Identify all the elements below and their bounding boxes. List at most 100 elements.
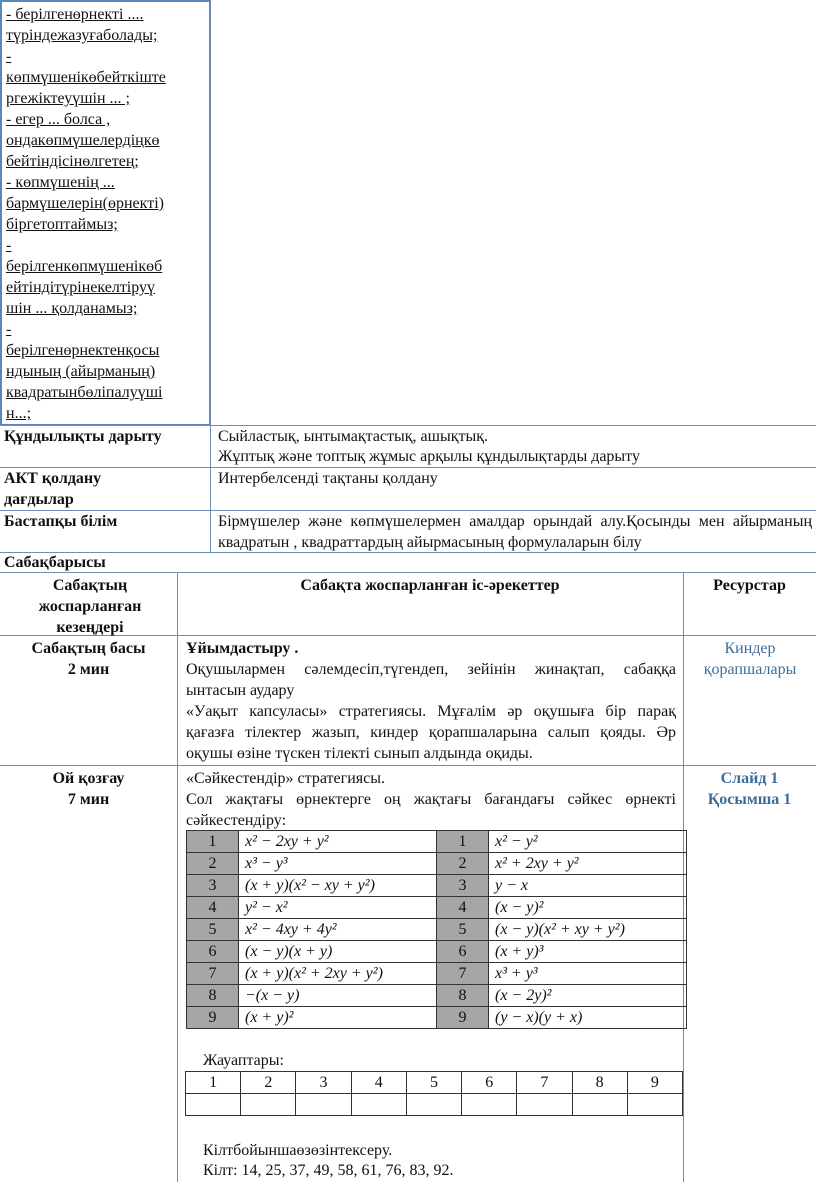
objective-line: берілгенкөпмүшенікөб bbox=[6, 258, 163, 275]
stage1-resource: Киндер қорапшалары bbox=[703, 640, 797, 678]
stage1-time: 2 мин bbox=[67, 661, 110, 678]
objective-line: ргежіктеуүшін ... ; bbox=[6, 90, 130, 107]
right-expression: x² + 2xy + y² bbox=[488, 852, 687, 875]
lesson-flow-heading: Сабақбарысы bbox=[4, 554, 106, 571]
objective-line: бейтіндісінөлгетең; bbox=[6, 153, 139, 170]
right-number: 1 bbox=[436, 830, 489, 853]
resources-header: Ресурстар bbox=[713, 577, 786, 594]
matching-row: 8 −(x − y) 8 (x − 2y)² bbox=[186, 984, 687, 1007]
right-expression: (x − 2y)² bbox=[488, 984, 687, 1007]
left-number: 2 bbox=[186, 852, 239, 875]
right-expression: x³ + y³ bbox=[488, 962, 687, 985]
answer-cell[interactable] bbox=[240, 1093, 297, 1116]
left-expression: (x − y)(x + y) bbox=[238, 940, 437, 963]
left-number: 1 bbox=[186, 830, 239, 853]
stage2-title: «Сәйкестендір» стратегиясы. bbox=[186, 770, 385, 787]
matching-row: 4 y² − x² 4 (x − y)² bbox=[186, 896, 687, 919]
objective-line: - bbox=[6, 237, 12, 254]
answer-cell[interactable] bbox=[516, 1093, 573, 1116]
left-number: 6 bbox=[186, 940, 239, 963]
values-line1: Сыйластық, ынтымақтастық, ашықтық. bbox=[218, 428, 488, 445]
stages-header: Сабақтың жоспарланған кезеңдері bbox=[38, 577, 142, 636]
left-expression: (x + y)(x² − xy + y²) bbox=[238, 874, 437, 897]
matching-row: 3 (x + y)(x² − xy + y²) 3 y − x bbox=[186, 874, 687, 897]
right-expression: (x + y)³ bbox=[488, 940, 687, 963]
objective-line: - bbox=[6, 48, 12, 65]
matching-row: 7 (x + y)(x² + 2xy + y²) 7 x³ + y³ bbox=[186, 962, 687, 985]
right-expression: (y − x)(y + x) bbox=[488, 1006, 687, 1029]
answer-number: 9 bbox=[626, 1071, 684, 1094]
stage1-p2: «Уақыт капсуласы» стратегиясы. Мұғалім ә… bbox=[186, 703, 676, 762]
answer-number: 4 bbox=[350, 1071, 407, 1094]
stage1-p1: Оқушылармен сәлемдесіп,түгендеп, зейінін… bbox=[186, 661, 676, 699]
right-number: 3 bbox=[436, 874, 489, 897]
stage1-name: Сабақтың басы bbox=[31, 640, 146, 657]
answer-cell[interactable] bbox=[405, 1093, 463, 1116]
activities-header: Сабақта жоспарланған іс-әрекеттер bbox=[300, 577, 560, 594]
right-number: 2 bbox=[436, 852, 489, 875]
left-expression: x³ − y³ bbox=[238, 852, 437, 875]
objective-line: - көпмүшенің ... bbox=[6, 174, 115, 191]
left-number: 5 bbox=[186, 918, 239, 941]
objective-line: - берілгенөрнекті .... bbox=[6, 6, 144, 23]
left-expression: (x + y)² bbox=[238, 1006, 437, 1029]
objective-line: - егер ... болса , bbox=[6, 111, 111, 128]
answer-key: Кілт: 14, 25, 37, 49, 58, 61, 76, 83, 92… bbox=[203, 1162, 454, 1179]
prior-label: Бастапқы білім bbox=[4, 513, 118, 530]
objective-line: түріндежазуғаболады; bbox=[6, 27, 158, 44]
objective-line: ейтіндітүрінекелтіруү bbox=[6, 279, 156, 296]
values-label: Құндылықты дарыту bbox=[4, 428, 162, 445]
objectives-list: - берілгенөрнекті .... түріндежазуғаболад… bbox=[6, 4, 206, 424]
objective-line: берілгенөрнектенқосы bbox=[6, 342, 160, 359]
prior-text: Бірмүшелер және көпмүшелермен амалдар ор… bbox=[218, 513, 812, 551]
answer-number: 5 bbox=[405, 1071, 463, 1094]
stage2-time: 7 мин bbox=[67, 791, 110, 808]
objective-line: - bbox=[6, 321, 12, 338]
left-number: 9 bbox=[186, 1006, 239, 1029]
answer-number: 6 bbox=[461, 1071, 518, 1094]
answer-cell[interactable] bbox=[184, 1093, 242, 1116]
stage2-resource-slide: Слайд 1 bbox=[720, 770, 779, 787]
objective-line: бармүшелерін(өрнекті) bbox=[6, 195, 164, 212]
answer-cell[interactable] bbox=[626, 1093, 684, 1116]
right-number: 7 bbox=[436, 962, 489, 985]
answer-number: 1 bbox=[184, 1071, 242, 1094]
right-expression: (x − y)(x² + xy + y²) bbox=[488, 918, 687, 941]
answer-cell[interactable] bbox=[350, 1093, 407, 1116]
answer-cell[interactable] bbox=[295, 1093, 352, 1116]
right-number: 8 bbox=[436, 984, 489, 1007]
right-expression: x² − y² bbox=[488, 830, 687, 853]
answer-cell[interactable] bbox=[461, 1093, 518, 1116]
left-number: 7 bbox=[186, 962, 239, 985]
objective-line: шін ... қолданамыз; bbox=[6, 300, 138, 317]
stage2-p1: Сол жақтағы өрнектерге оң жақтағы бағанд… bbox=[186, 791, 676, 829]
objective-line: квадратынбөліпалуүші bbox=[6, 384, 163, 401]
right-number: 5 bbox=[436, 918, 489, 941]
matching-row: 2 x³ − y³ 2 x² + 2xy + y² bbox=[186, 852, 687, 875]
stage1-title: Ұйымдастыру . bbox=[186, 640, 299, 657]
left-expression: x² − 2xy + y² bbox=[238, 830, 437, 853]
answer-cell[interactable] bbox=[571, 1093, 628, 1116]
left-number: 3 bbox=[186, 874, 239, 897]
matching-row: 9 (x + y)² 9 (y − x)(y + x) bbox=[186, 1006, 687, 1029]
answer-number: 2 bbox=[240, 1071, 297, 1094]
objective-line: біргетоптаймыз; bbox=[6, 216, 118, 233]
left-expression: (x + y)(x² + 2xy + y²) bbox=[238, 962, 437, 985]
ict-label: АКТ қолдану дағдылар bbox=[4, 470, 102, 508]
left-number: 8 bbox=[186, 984, 239, 1007]
matching-table: 1 x² − 2xy + y² 1 x² − y² 2 x³ − y³ 2 x² + 2xy … bbox=[186, 830, 687, 1029]
values-line2: Жұптық және топтық жұмыс арқылы құндылық… bbox=[218, 448, 640, 465]
stage2-resource-appendix: Қосымша 1 bbox=[707, 791, 792, 808]
matching-row: 6 (x − y)(x + y) 6 (x + y)³ bbox=[186, 940, 687, 963]
answers-input-row bbox=[184, 1093, 684, 1116]
answer-number: 8 bbox=[571, 1071, 628, 1094]
right-number: 9 bbox=[436, 1006, 489, 1029]
right-number: 6 bbox=[436, 940, 489, 963]
left-number: 4 bbox=[186, 896, 239, 919]
self-check-label: Кілтбойыншаөзөзінтексеру. bbox=[203, 1142, 393, 1159]
right-expression: y − x bbox=[488, 874, 687, 897]
objective-line: ондакөпмүшелердіңкө bbox=[6, 132, 160, 149]
right-expression: (x − y)² bbox=[488, 896, 687, 919]
stage2-name: Ой қозғау bbox=[52, 770, 125, 787]
